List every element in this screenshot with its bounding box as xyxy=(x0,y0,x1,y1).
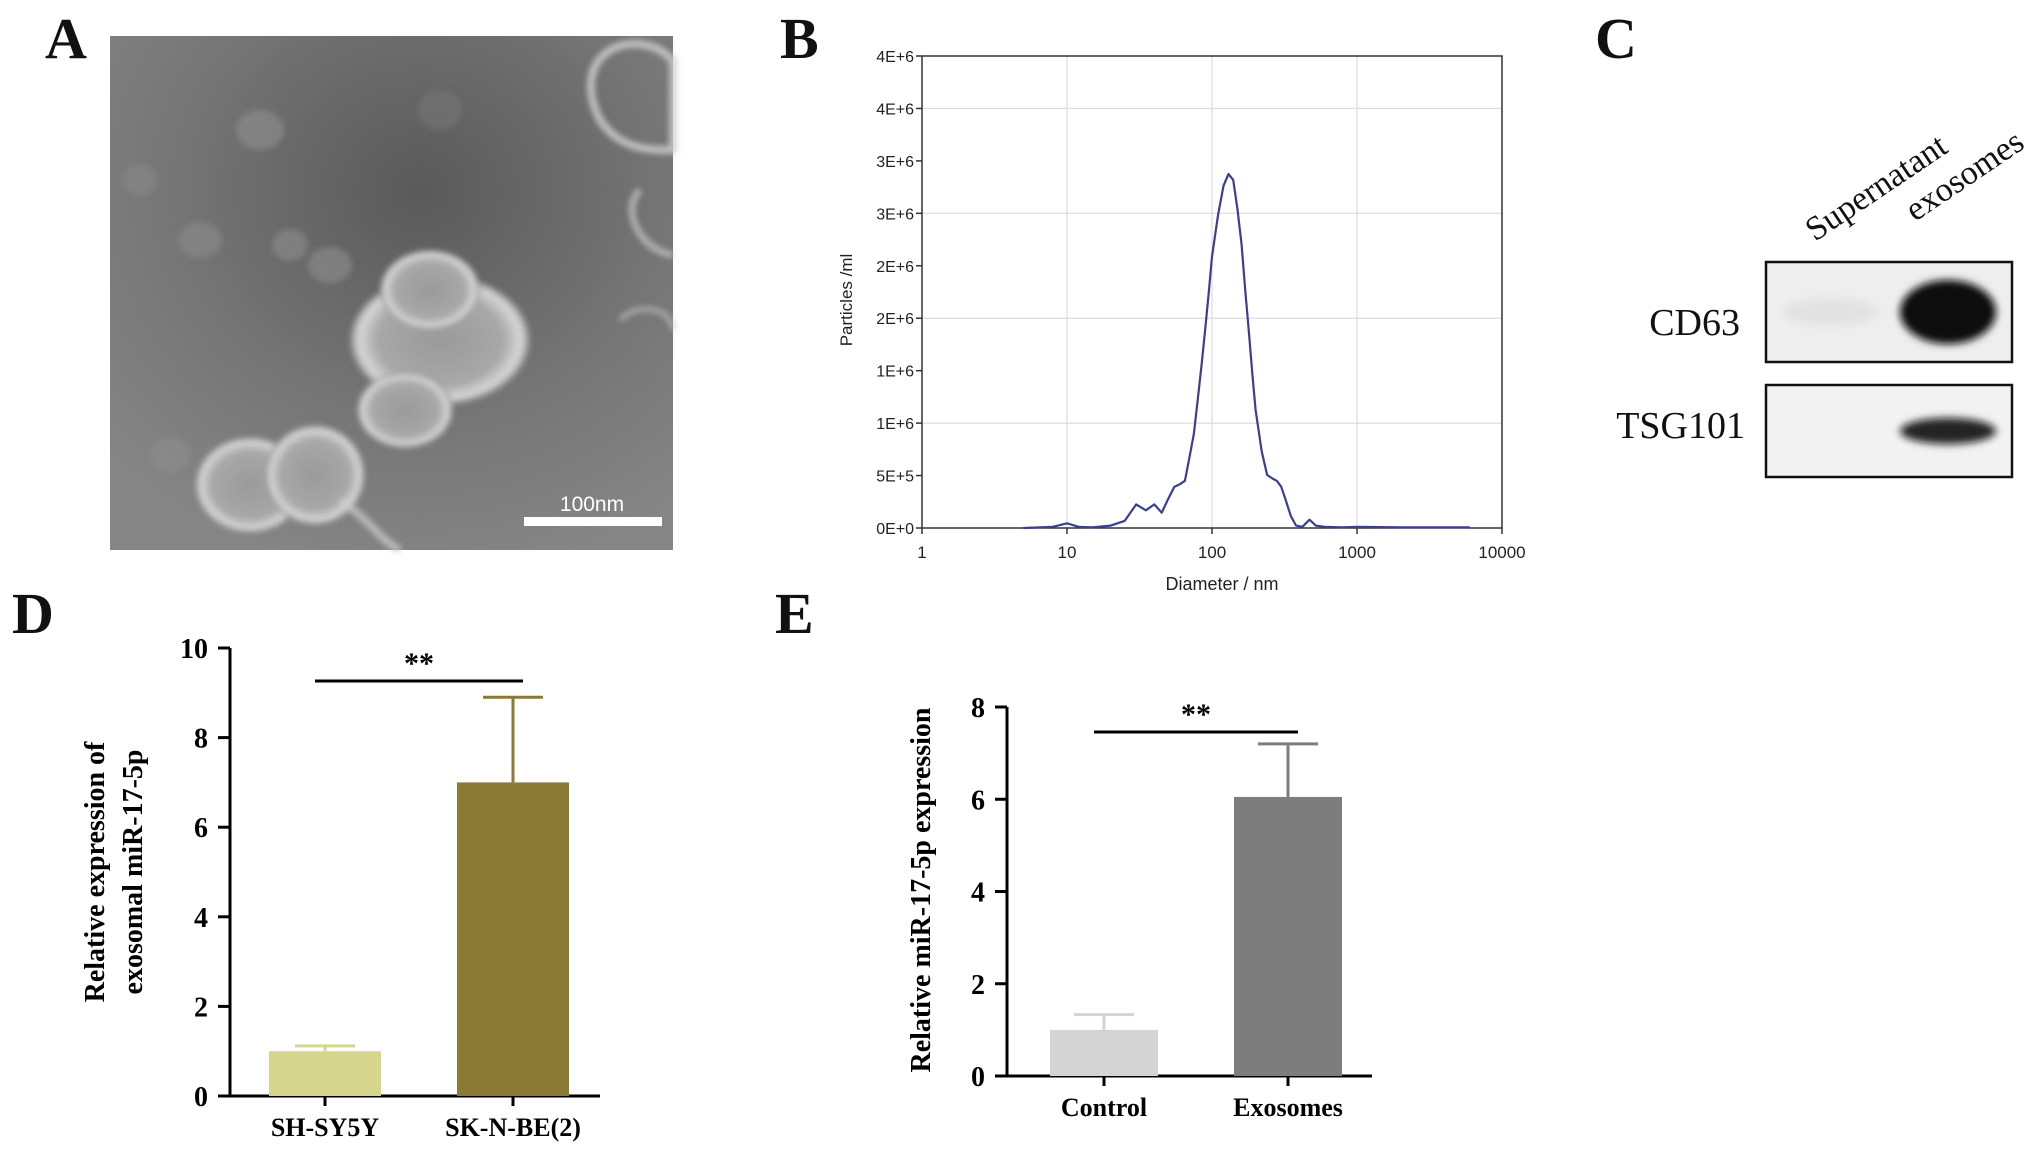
bar xyxy=(457,782,569,1096)
blot-band xyxy=(1782,298,1878,326)
y-tick-label: 6 xyxy=(971,785,985,816)
nta-chart: 1 10 100 1000 10000 0E+0 5E+5 1E+6 1E+6 2E+6 2E+6 3… xyxy=(837,49,1526,594)
x-tick-label: SK-N-BE(2) xyxy=(445,1113,581,1142)
y-tick-label: 4E+6 xyxy=(876,101,914,118)
y-tick-label: 5E+5 xyxy=(876,469,914,486)
panel-letter-a: A xyxy=(45,6,87,71)
y-tick-label: 10 xyxy=(180,634,208,665)
y-tick-label: 2E+6 xyxy=(876,311,914,328)
y-tick-label: 1E+6 xyxy=(876,364,914,381)
y-axis-label: Relative expression of xyxy=(80,741,111,1002)
y-tick-label: 3E+6 xyxy=(876,206,914,223)
bar xyxy=(1234,796,1342,1076)
scale-bar-label: 100nm xyxy=(560,493,624,516)
blot-label-cd63: CD63 xyxy=(1649,302,1740,344)
panel-letter-b: B xyxy=(780,6,819,71)
x-tick-label: 1000 xyxy=(1338,543,1376,562)
y-axis-label: exosomal miR-17-5p xyxy=(118,750,149,995)
bar xyxy=(1050,1029,1158,1076)
y-tick-label: 2E+6 xyxy=(876,259,914,276)
x-tick-label: SH-SY5Y xyxy=(271,1113,380,1142)
x-tick-label: 10 xyxy=(1058,543,1077,562)
y-tick-label: 0 xyxy=(194,1082,208,1113)
tem-micrograph: 100nm xyxy=(110,36,677,554)
y-tick-label: 3E+6 xyxy=(876,154,914,171)
bar xyxy=(269,1051,381,1096)
y-tick-label: 0 xyxy=(971,1062,985,1093)
x-tick-label: Control xyxy=(1061,1093,1147,1122)
y-tick-label: 2 xyxy=(194,992,208,1023)
bar-chart-e: 0 2 4 6 8 Control Exosomes ** Relative miR-17-5p… xyxy=(906,693,1372,1122)
y-tick-label: 8 xyxy=(971,693,985,724)
y-tick-label: 6 xyxy=(194,813,208,844)
x-tick-label: 1 xyxy=(917,543,926,562)
panel-letter-d: D xyxy=(12,581,54,646)
blot-label-tsg101: TSG101 xyxy=(1616,405,1745,447)
blot-band xyxy=(1900,280,1996,344)
x-tick-label: 10000 xyxy=(1478,543,1525,562)
y-tick-label: 4 xyxy=(971,878,985,909)
y-axis-label: Particles /ml xyxy=(837,254,856,347)
y-tick-label: 8 xyxy=(194,724,208,755)
blot-band xyxy=(1900,417,1996,445)
y-tick-label: 4E+6 xyxy=(876,49,914,66)
x-axis-label: Diameter / nm xyxy=(1165,574,1278,594)
y-axis-label: Relative miR-17-5p expression xyxy=(906,707,937,1072)
x-tick-label: 100 xyxy=(1198,543,1226,562)
y-tick-label: 1E+6 xyxy=(876,416,914,433)
y-tick-label: 4 xyxy=(194,903,208,934)
western-blot: Supernatant exosomes CD63 TSG101 xyxy=(1616,123,2031,479)
significance-marker: ** xyxy=(404,647,434,680)
y-tick-label: 0E+0 xyxy=(876,521,914,538)
panel-letter-c: C xyxy=(1595,6,1637,71)
significance-marker: ** xyxy=(1181,698,1211,731)
panel-letter-e: E xyxy=(775,581,814,646)
series-line xyxy=(1023,172,1470,530)
scale-bar xyxy=(524,517,662,526)
y-tick-label: 2 xyxy=(971,970,985,1001)
x-tick-label: Exosomes xyxy=(1233,1093,1343,1122)
bar-chart-d: 0 2 4 6 8 10 SH-SY5Y SK-N-BE(2) ** Relative expre… xyxy=(80,634,600,1142)
plot-frame xyxy=(921,55,1503,529)
